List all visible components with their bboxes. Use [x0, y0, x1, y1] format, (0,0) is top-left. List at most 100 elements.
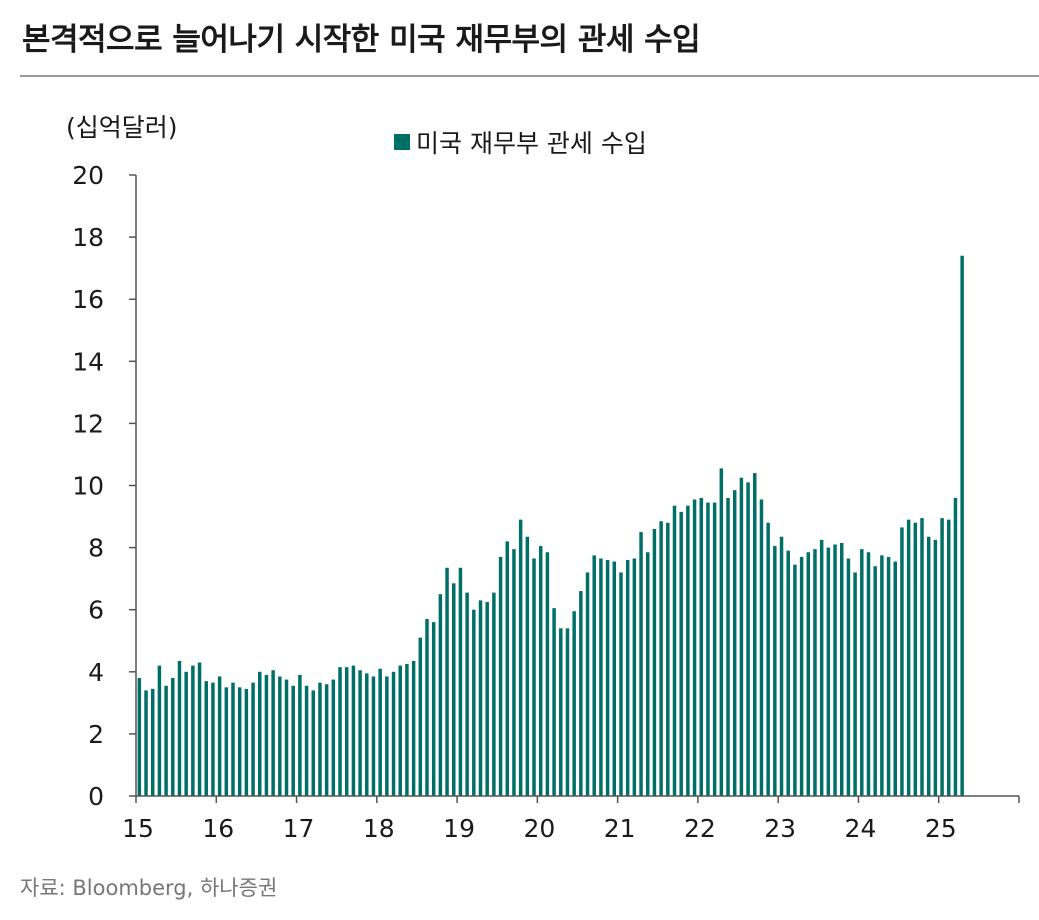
bar: [231, 682, 235, 796]
x-tick-label: 21: [604, 814, 636, 843]
legend: 미국 재무부 관세 수입: [394, 124, 647, 160]
bar: [813, 549, 817, 796]
bar: [184, 671, 188, 796]
bar: [150, 688, 155, 796]
legend-swatch-icon: [394, 134, 410, 150]
bar: [298, 674, 302, 796]
bar: [913, 522, 918, 796]
y-axis-unit-label: (십억달러): [66, 113, 178, 142]
x-tick-label: 22: [684, 814, 716, 843]
bar: [458, 567, 463, 796]
bar: [920, 518, 924, 796]
bar: [518, 519, 523, 796]
bar: [853, 572, 857, 796]
bar: [773, 546, 777, 796]
bar: [659, 521, 663, 796]
bar: [679, 511, 683, 796]
bar: [646, 552, 650, 796]
bar: [538, 546, 543, 796]
bar: [177, 660, 182, 796]
bar: [224, 687, 229, 796]
bar: [505, 541, 509, 796]
bar: [719, 468, 724, 796]
bar: [873, 566, 877, 796]
bar: [886, 556, 891, 796]
x-tick-label: 20: [523, 814, 555, 843]
bar: [365, 673, 369, 796]
bar: [438, 594, 443, 796]
bar: [478, 600, 483, 796]
bar: [244, 688, 249, 796]
bar: [545, 552, 550, 796]
x-tick-label: 15: [122, 814, 154, 843]
bar: [204, 681, 208, 796]
bar: [793, 564, 797, 796]
bar: [425, 619, 429, 796]
y-tick-label: 18: [72, 223, 104, 252]
bar: [846, 558, 851, 796]
bar: [652, 528, 657, 796]
y-tick-label: 4: [88, 658, 104, 687]
bar: [485, 601, 489, 796]
bar: [157, 665, 162, 796]
bar: [732, 490, 737, 796]
x-tick-label: 23: [764, 814, 796, 843]
bar: [472, 609, 476, 796]
bar: [625, 560, 630, 796]
x-tick-label: 25: [925, 814, 957, 843]
bar: [371, 676, 376, 796]
bar: [452, 583, 456, 796]
bar: [612, 561, 617, 796]
bar: [512, 549, 516, 796]
bar: [839, 542, 844, 796]
bar: [900, 527, 904, 796]
y-tick-label: 2: [88, 720, 104, 749]
bar: [599, 558, 603, 796]
bar: [947, 519, 951, 796]
y-tick-label: 10: [72, 472, 104, 501]
bar: [284, 679, 289, 796]
bar: [666, 522, 670, 796]
x-tick-label: 16: [202, 814, 234, 843]
bar: [806, 552, 811, 796]
bar: [465, 592, 469, 796]
bar: [278, 676, 282, 796]
bar: [592, 555, 596, 796]
bar: [585, 572, 590, 796]
bar: [211, 682, 215, 796]
bar: [833, 544, 837, 796]
bar: [318, 682, 322, 796]
bar: [405, 664, 409, 796]
bar: [565, 628, 570, 796]
bar: [344, 667, 349, 796]
y-axis: 0 2 4 6 8 10 12 14 16 18 20: [72, 161, 137, 811]
x-tick-label: 17: [283, 814, 315, 843]
bar: [893, 561, 897, 796]
bar-series: [137, 255, 964, 797]
bar: [746, 482, 750, 796]
bar: [933, 539, 938, 796]
bar: [351, 665, 356, 796]
bar: [799, 556, 804, 796]
bar: [418, 637, 423, 796]
bar: [398, 665, 402, 796]
bar: [498, 556, 503, 796]
y-tick-label: 20: [72, 161, 104, 190]
legend-label: 미국 재무부 관세 수입: [416, 129, 647, 158]
y-tick-label: 12: [72, 409, 104, 438]
bar: [144, 690, 148, 796]
bar: [164, 685, 168, 796]
bar: [699, 497, 703, 796]
bar: [271, 670, 275, 796]
bar: [532, 558, 536, 796]
bar: [311, 690, 316, 796]
bar: [940, 518, 944, 796]
x-tick-label: 19: [443, 814, 475, 843]
bar: [880, 555, 884, 796]
title-divider: [20, 75, 1039, 77]
bar: [579, 591, 583, 796]
x-tick-label: 24: [845, 814, 877, 843]
bar: [552, 608, 556, 796]
bar: [385, 676, 389, 796]
